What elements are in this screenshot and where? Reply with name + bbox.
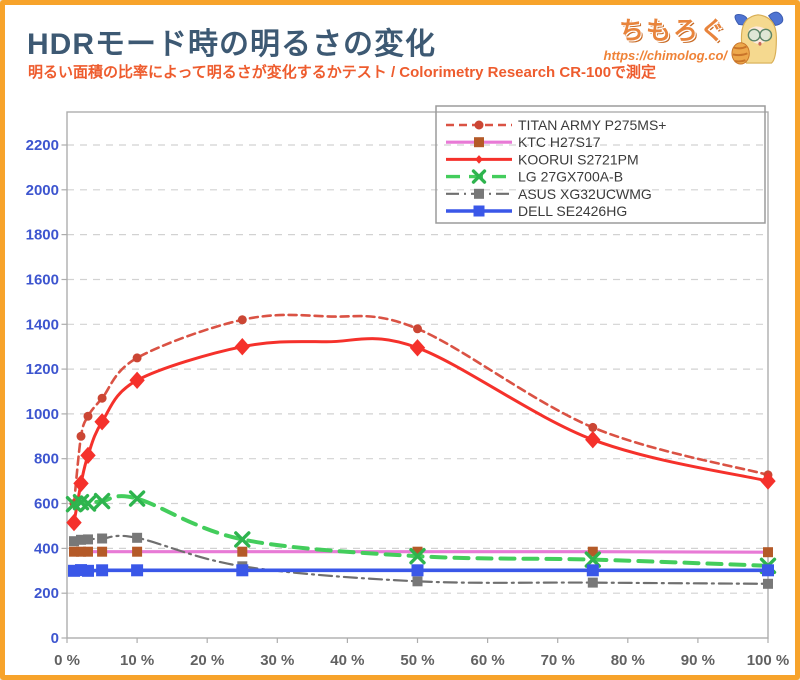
y-tick-label: 1200 (26, 361, 59, 378)
x-tick-label: 60 % (470, 652, 504, 669)
series-dell-se2426hg (68, 564, 774, 577)
y-tick-label: 2000 (26, 182, 59, 199)
legend-item-lg-27gx700a-b: LG 27GX700A-B (446, 169, 623, 185)
legend-label: TITAN ARMY P275MS+ (518, 117, 666, 133)
x-axis-labels: 0 % 10 % 20 % 30 % 40 % 50 % 60 % 70 % 80 % 90 % 1… (54, 652, 789, 669)
legend-item-asus-xg32ucwmg: ASUS XG32UCWMG (446, 186, 652, 202)
x-tick-label: 70 % (541, 652, 575, 669)
x-tick-label: 40 % (330, 652, 364, 669)
x-tick-label: 0 % (54, 652, 80, 669)
series-lg-27gx700a-b (65, 490, 777, 574)
legend-item-koorui-s2721pm: KOORUI S2721PM (446, 151, 639, 167)
x-tick-label: 90 % (681, 652, 715, 669)
y-axis-labels: 0 200 400 600 800 1000 1200 1400 1600 1800 2000 220… (26, 137, 59, 647)
x-tick-label: 100 % (747, 652, 790, 669)
legend-label: ASUS XG32UCWMG (518, 186, 652, 202)
series-line-koorui-s2721pm (72, 337, 770, 525)
legend-item-titan-army-p275ms: TITAN ARMY P275MS+ (446, 117, 666, 133)
y-tick-label: 400 (34, 540, 59, 557)
legend-item-dell-se2426hg: DELL SE2426HG (446, 203, 627, 219)
legend-label: LG 27GX700A-B (518, 169, 623, 185)
y-tick-label: 1400 (26, 316, 59, 333)
x-tick-label: 10 % (120, 652, 154, 669)
series-koorui-s2721pm (66, 337, 776, 532)
gridlines (67, 144, 768, 594)
series-markers-dell-se2426hg (68, 564, 774, 577)
y-tick-label: 1600 (26, 272, 59, 289)
x-tick-label: 30 % (260, 652, 294, 669)
series-markers-koorui-s2721pm (66, 338, 776, 532)
y-tick-label: 1800 (26, 227, 59, 244)
y-tick-label: 200 (34, 585, 59, 602)
legend-label: KTC H27S17 (518, 134, 601, 150)
site-logo-text: ちもろぐ (618, 17, 727, 45)
y-tick-label: 800 (34, 451, 59, 468)
y-tick-label: 600 (34, 496, 59, 513)
series-markers-ktc-h27s17 (69, 546, 773, 558)
site-mascot-icon (731, 11, 784, 65)
legend-label: KOORUI S2721PM (518, 151, 639, 167)
legend-box (435, 105, 766, 224)
plot-frame (61, 111, 769, 643)
series-markers-lg-27gx700a-b (65, 490, 777, 574)
y-tick-label: 0 (51, 630, 59, 647)
y-tick-label: 2200 (26, 137, 59, 154)
series-line-lg-27gx700a-b (72, 494, 770, 568)
site-logo-url: https://chimolog.co/ (603, 48, 728, 63)
y-tick-label: 1000 (26, 406, 59, 423)
site-logo: ちもろぐ https://chimolog.co/ (604, 9, 788, 65)
legend-label: DELL SE2426HG (518, 203, 627, 219)
page-subtitle: 明るい面積の比率によって明るさが変化するかテスト / Colorimetry R… (28, 64, 657, 81)
x-tick-label: 50 % (400, 652, 434, 669)
x-tick-label: 20 % (190, 652, 224, 669)
page-title: HDRモード時の明るさの変化 (27, 28, 436, 61)
legend-item-ktc-h27s17: KTC H27S17 (446, 134, 601, 150)
hdr-brightness-chart: 0 200 400 600 800 1000 1200 1400 1600 1800 2000 220… (26, 105, 789, 669)
x-tick-label: 80 % (611, 652, 645, 669)
series-ktc-h27s17 (69, 546, 773, 558)
